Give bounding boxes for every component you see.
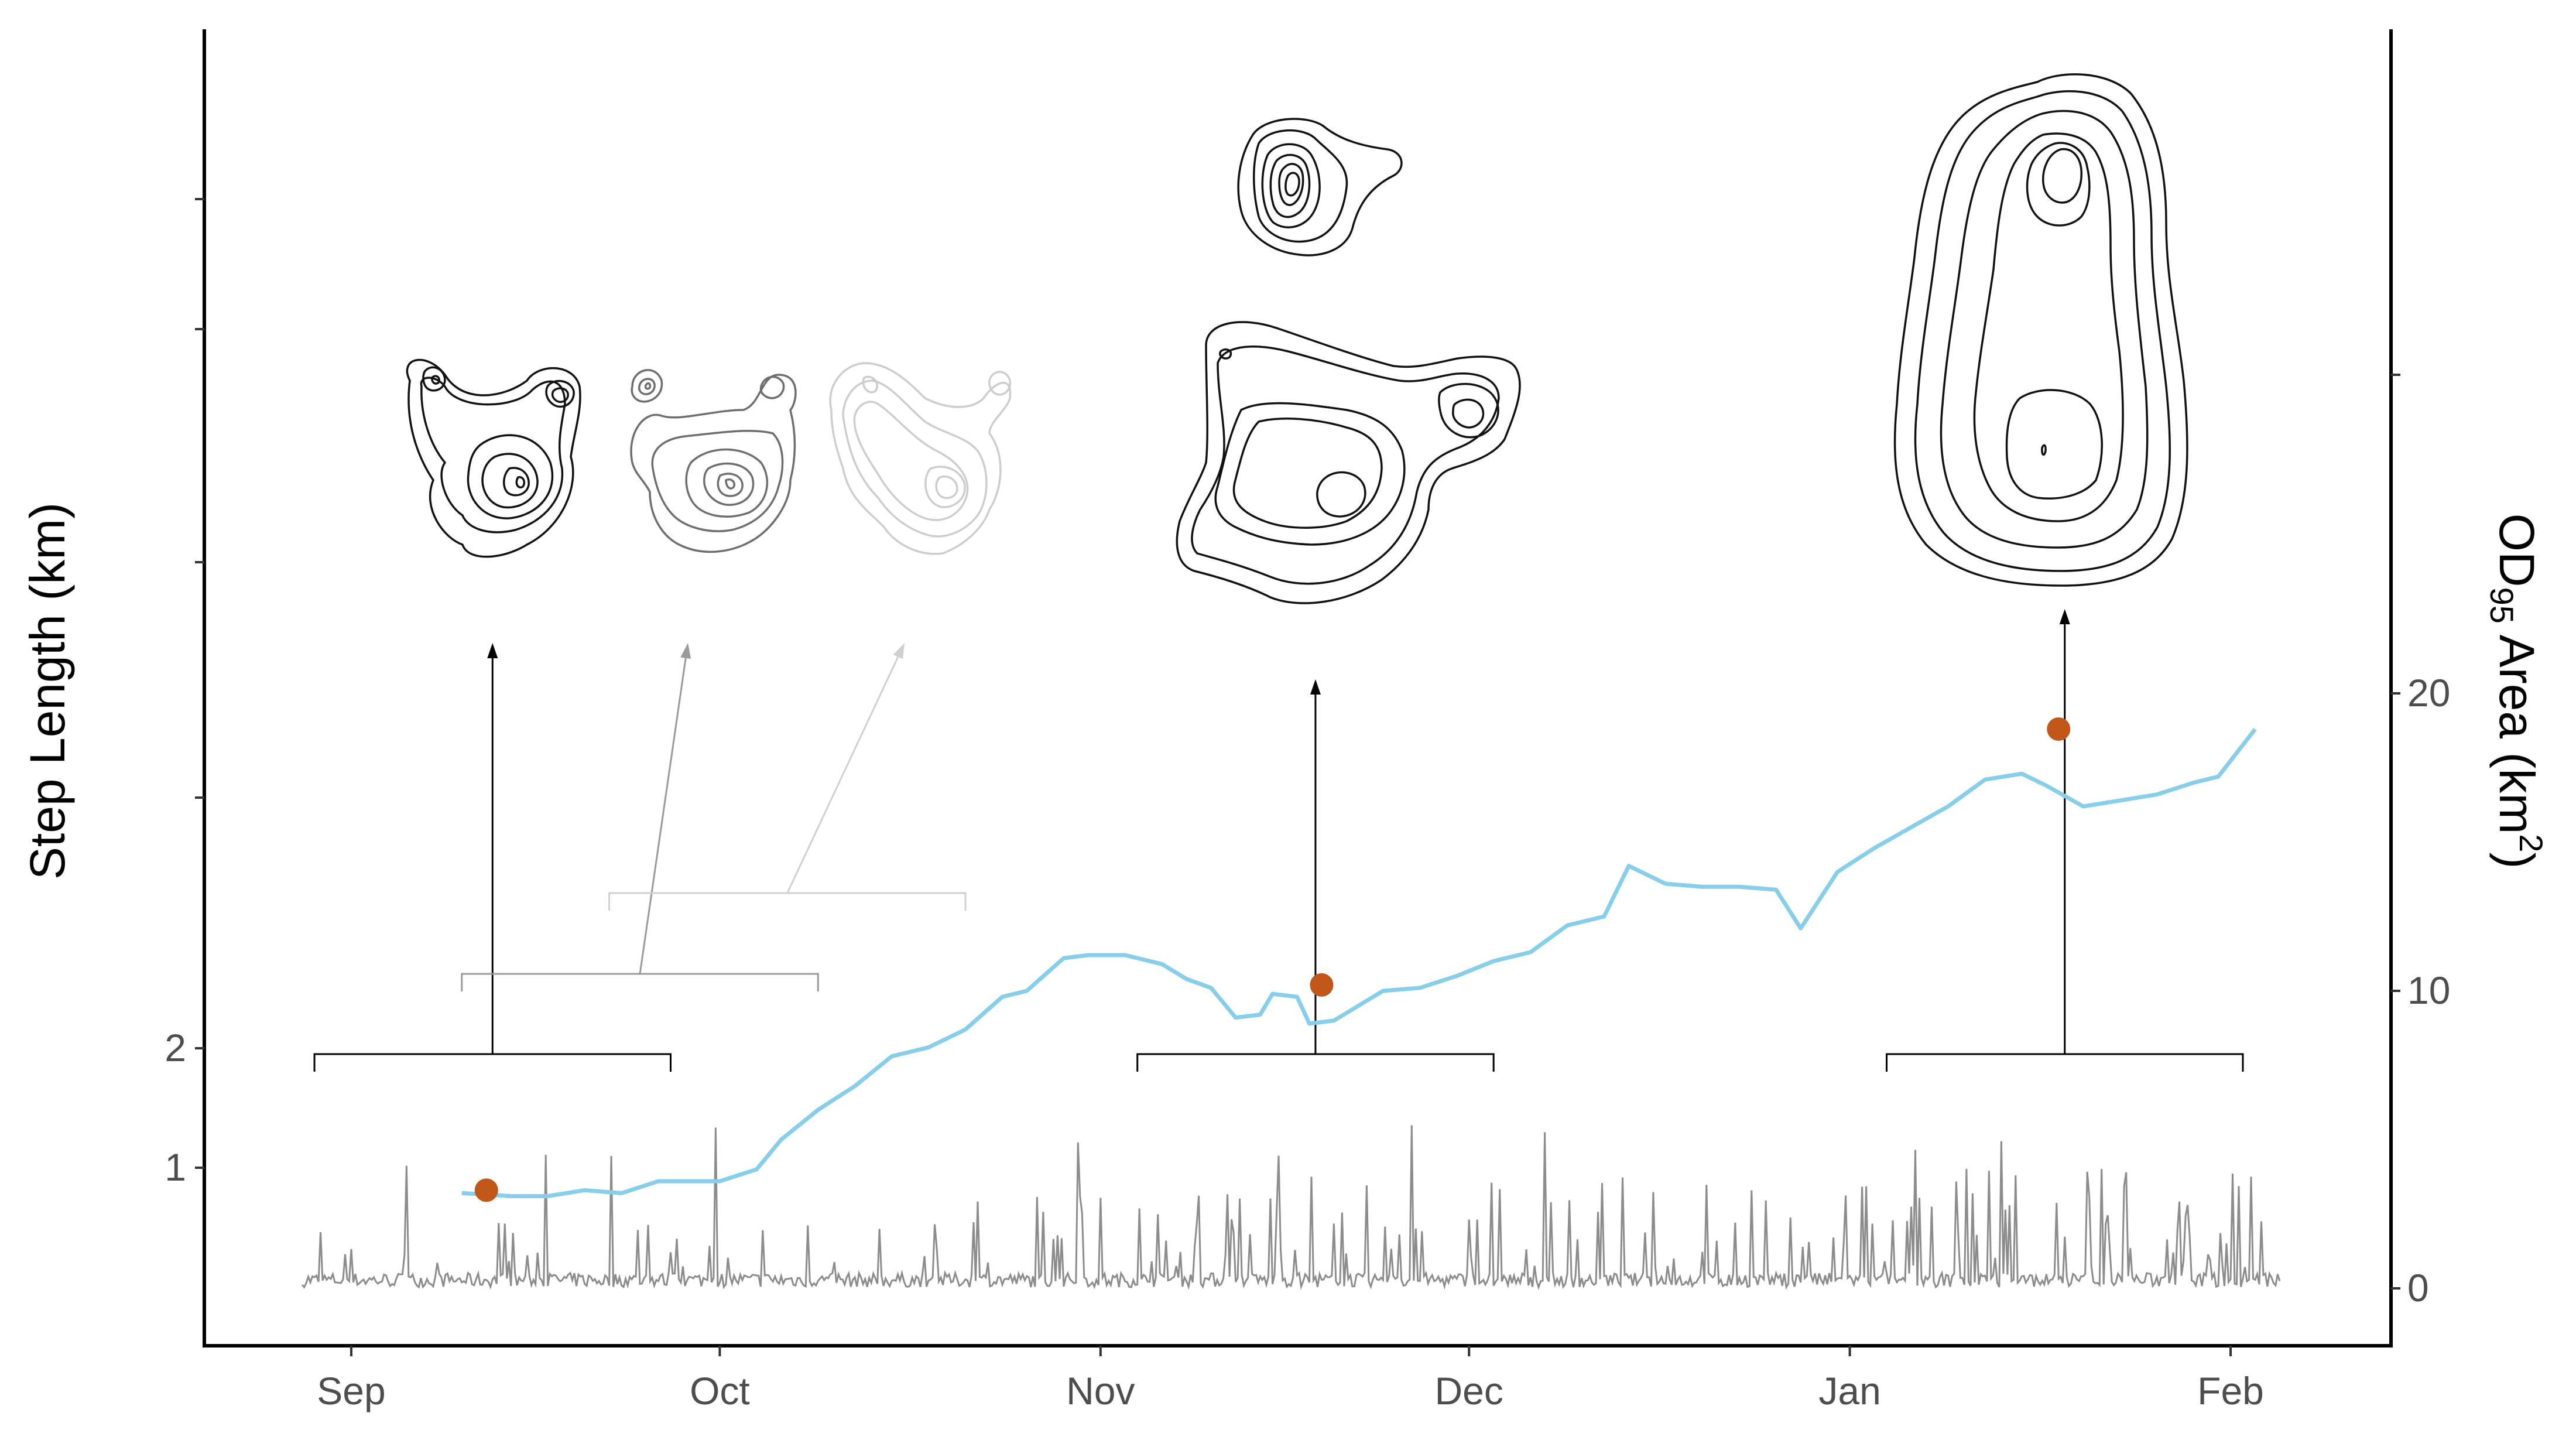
time-bracket [1136,679,1495,1072]
time-bracket [608,643,967,911]
od95-area-points [474,717,2071,1202]
x-tick-label: Dec [1435,1369,1503,1413]
right-tick-label: 20 [2407,671,2450,714]
x-tick-label: Oct [690,1369,750,1413]
od95-point [474,1178,498,1202]
time-window-brackets [313,609,2244,1072]
od95-point [2047,717,2071,741]
time-bracket [461,643,819,991]
window-arrow-head [680,643,691,659]
time-bracket [1886,609,2244,1072]
contour-panel-nov-north [1237,118,1403,256]
x-tick-label: Sep [317,1369,385,1413]
od95-point [1310,973,1334,997]
right-tick-label: 10 [2407,969,2450,1012]
x-tick-label: Nov [1066,1369,1135,1413]
od95-area-line [461,727,2257,1198]
right-axis-ticks: 0 10 20 [2391,671,2450,1309]
x-tick-label: Jan [1818,1369,1880,1413]
left-axis-minor-ticks [195,198,204,799]
left-tick-label: 2 [165,1026,186,1069]
window-arrow-head [2059,609,2070,624]
left-tick-label: 1 [165,1145,186,1189]
window-arrow-shaft [639,658,687,974]
time-bracket [313,643,672,1072]
contour-panel-sep-b [630,369,797,553]
x-axis-ticks: Sep Oct Nov Dec Jan Feb [317,1346,2264,1413]
window-arrow-shaft [786,656,899,894]
contour-panel-oct [829,362,1012,555]
step-length-series [301,1125,2281,1290]
window-arrow-head [1310,679,1321,695]
contour-panel-sep-a [406,358,581,558]
window-arrow-head [893,643,905,659]
x-tick-label: Feb [2197,1369,2264,1413]
contour-panel-nov-south [1176,321,1521,604]
right-tick-label: 0 [2407,1266,2429,1309]
right-axis-title: OD95 Area (km2) [2483,514,2550,869]
window-arrow-head [487,643,498,658]
contour-panel-jan [1893,73,2188,587]
left-axis-ticks: 12 [165,1026,204,1189]
left-axis-title: Step Length (km) [20,502,75,880]
